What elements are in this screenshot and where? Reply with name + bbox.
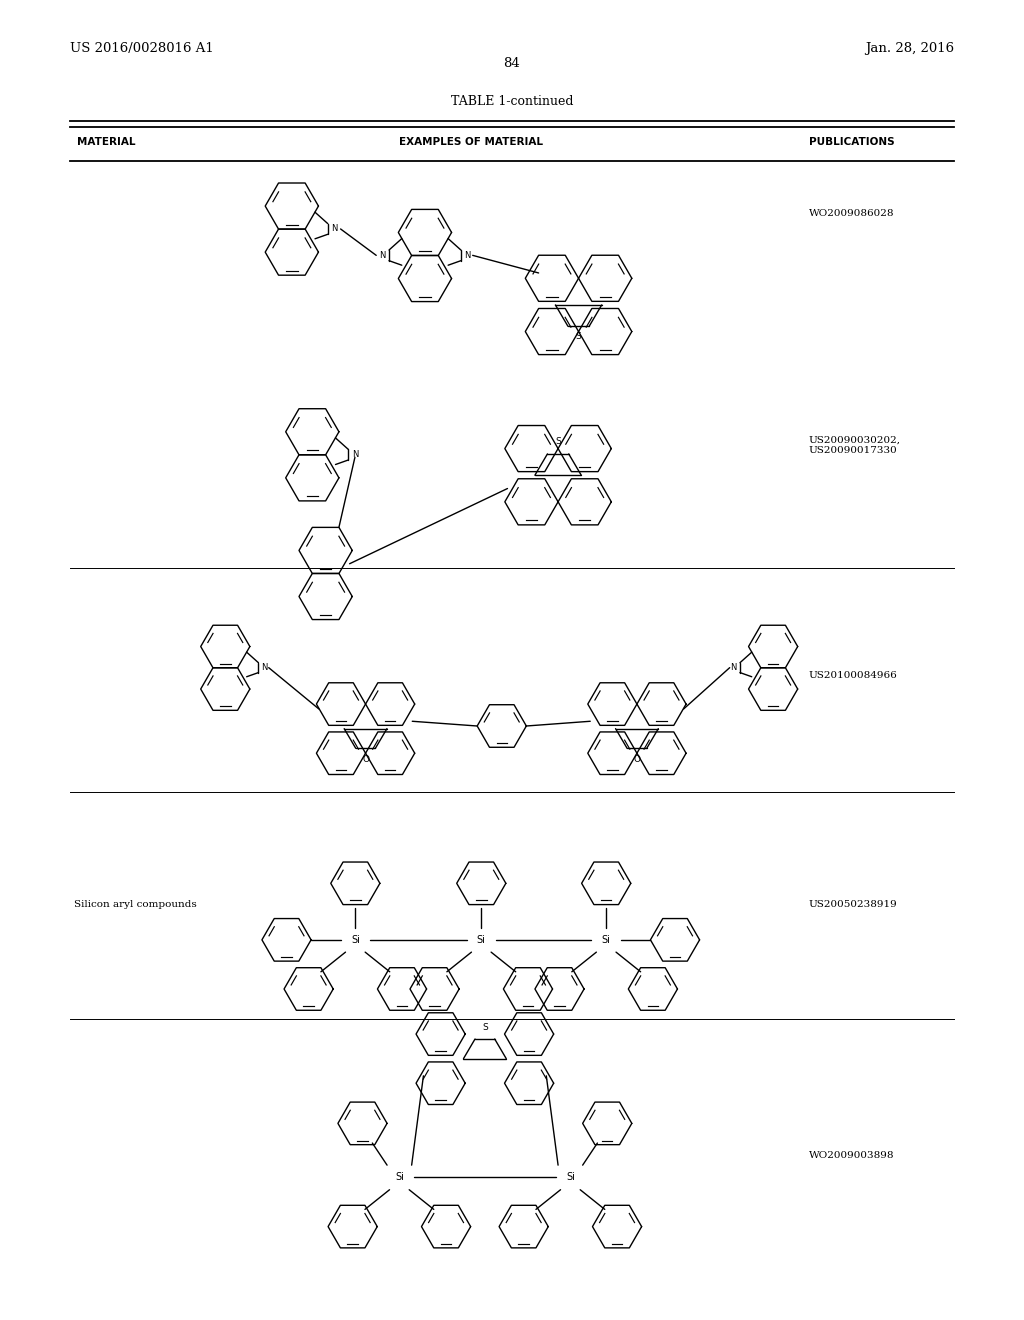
Text: S: S	[575, 333, 582, 342]
Text: PUBLICATIONS: PUBLICATIONS	[809, 137, 895, 148]
Text: US20050238919: US20050238919	[809, 900, 898, 909]
Text: WO2009003898: WO2009003898	[809, 1151, 894, 1160]
Text: N: N	[730, 663, 737, 672]
Text: N: N	[464, 251, 471, 260]
Text: US20090030202,
US20090017330: US20090030202, US20090017330	[809, 436, 901, 455]
Text: 84: 84	[504, 57, 520, 70]
Text: N: N	[351, 450, 358, 459]
Text: N: N	[331, 224, 338, 234]
Text: Jan. 28, 2016: Jan. 28, 2016	[865, 42, 954, 55]
Text: O: O	[362, 755, 369, 764]
Text: Si: Si	[602, 935, 610, 945]
Text: O: O	[634, 755, 640, 764]
Text: MATERIAL: MATERIAL	[77, 137, 135, 148]
Text: EXAMPLES OF MATERIAL: EXAMPLES OF MATERIAL	[399, 137, 543, 148]
Text: Si: Si	[395, 1172, 403, 1183]
Text: N: N	[379, 251, 386, 260]
Text: Si: Si	[566, 1172, 574, 1183]
Text: S: S	[482, 1023, 487, 1032]
Text: TABLE 1-continued: TABLE 1-continued	[451, 95, 573, 108]
Text: WO2009086028: WO2009086028	[809, 209, 894, 218]
Text: Si: Si	[477, 935, 485, 945]
Text: US 2016/0028016 A1: US 2016/0028016 A1	[70, 42, 213, 55]
Text: N: N	[261, 663, 268, 672]
Text: S: S	[555, 437, 561, 446]
Text: US20100084966: US20100084966	[809, 671, 898, 680]
Text: Si: Si	[351, 935, 359, 945]
Text: Silicon aryl compounds: Silicon aryl compounds	[74, 900, 197, 909]
